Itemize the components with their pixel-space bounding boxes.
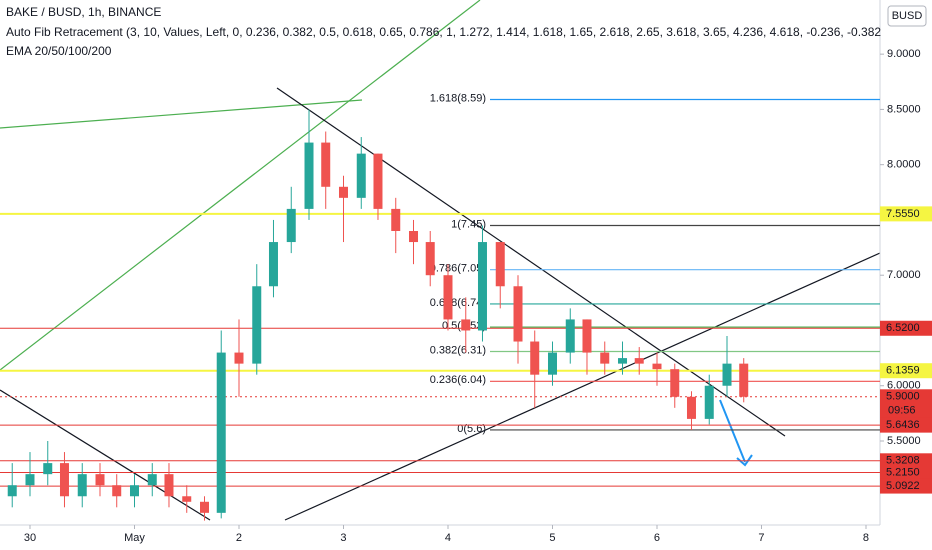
y-tick-label: 8.5000: [887, 103, 921, 115]
candle-body: [600, 352, 610, 364]
candle-body: [582, 319, 592, 353]
candle-body: [25, 474, 35, 486]
candle-body: [425, 242, 435, 276]
indicator-fib: Auto Fib Retracement (3, 10, Values, Lef…: [6, 25, 881, 39]
level-tag: [880, 465, 932, 480]
symbol-title: BAKE / BUSD, 1h, BINANCE: [6, 5, 161, 19]
fib-label: 0.382(6.31): [430, 344, 486, 356]
fib-label: 0.236(6.04): [430, 374, 486, 386]
candle-body: [268, 242, 278, 287]
trend-line: [0, 389, 211, 521]
candle-body: [77, 474, 87, 497]
fib-label: 0.786(7.05): [430, 263, 486, 275]
fib-label: 0(5.6): [457, 423, 486, 435]
level-label: 6.1359: [886, 365, 920, 377]
level-label: 5.9000: [886, 391, 920, 403]
level-label: 7.5550: [886, 208, 920, 220]
candle-body: [200, 501, 210, 513]
currency-label[interactable]: BUSD: [892, 10, 923, 22]
candle-body: [216, 352, 226, 513]
fib-label: 1.618(8.59): [430, 92, 486, 104]
candle-body: [565, 319, 575, 353]
level-tag: [880, 417, 932, 433]
y-tick-label: 6.0000: [887, 380, 921, 392]
candle-body: [182, 496, 192, 502]
candle-body: [513, 286, 523, 342]
x-tick-label: May: [124, 532, 145, 544]
candle-body: [686, 396, 696, 419]
level-label: 6.5200: [886, 322, 920, 334]
candle-body: [530, 341, 540, 375]
candle-body: [129, 485, 139, 497]
candle-body: [670, 369, 680, 397]
level-label: 5.0922: [886, 480, 920, 492]
candle-body: [739, 363, 749, 397]
trend-line: [0, 0, 481, 371]
candle-body: [7, 485, 17, 497]
candle-body: [495, 242, 505, 287]
candle-body: [286, 208, 296, 243]
candle-body: [59, 463, 69, 497]
y-tick-label: 5.5000: [887, 435, 921, 447]
level-tag: [880, 453, 932, 469]
candle-body: [164, 474, 174, 497]
candle-body: [373, 153, 383, 209]
candle-body: [356, 153, 366, 198]
candle-body: [547, 352, 557, 375]
candle-body: [704, 385, 714, 419]
level-tag: [880, 320, 932, 336]
indicator-ema: EMA 20/50/100/200: [6, 44, 112, 58]
candle-body: [321, 142, 331, 187]
level-label: 5.6436: [886, 419, 920, 431]
x-tick-label: 6: [654, 532, 660, 544]
x-tick-label: 7: [758, 532, 764, 544]
candle-body: [477, 242, 487, 331]
countdown: 09:56: [888, 405, 916, 417]
x-tick-label: 30: [24, 532, 36, 544]
x-tick-label: 3: [340, 532, 346, 544]
x-tick-label: 8: [863, 532, 869, 544]
candle-body: [461, 319, 471, 331]
candle-body: [618, 358, 628, 364]
fib-label: 1(7.45): [451, 218, 486, 230]
trend-line: [284, 252, 881, 521]
candle-body: [443, 275, 453, 320]
level-tag: [880, 389, 932, 420]
candle-body: [43, 463, 53, 475]
x-tick-label: 2: [236, 532, 242, 544]
level-label: 5.3208: [886, 455, 920, 467]
level-tag: [880, 363, 932, 379]
candle-body: [338, 186, 348, 198]
currency-button[interactable]: [887, 5, 927, 27]
candle-body: [234, 352, 244, 364]
candle-body: [722, 363, 732, 386]
level-tag: [880, 478, 932, 494]
candle-body: [409, 231, 419, 243]
candle-body: [304, 142, 314, 209]
x-tick-label: 5: [549, 532, 555, 544]
x-tick-label: 4: [445, 532, 451, 544]
candle-body: [112, 485, 122, 497]
level-tag: [880, 206, 932, 222]
candle-body: [652, 363, 662, 370]
candle-body: [252, 286, 262, 364]
fib-label: 0.618(6.74): [430, 297, 486, 309]
level-label: 5.2150: [886, 466, 920, 478]
y-tick-label: 9.0000: [887, 48, 921, 60]
candle-body: [634, 358, 644, 364]
candle-body: [95, 474, 105, 486]
y-tick-label: 7.0000: [887, 269, 921, 281]
candle-body: [147, 474, 157, 486]
y-tick-label: 8.0000: [887, 159, 921, 171]
candle-body: [391, 208, 401, 231]
